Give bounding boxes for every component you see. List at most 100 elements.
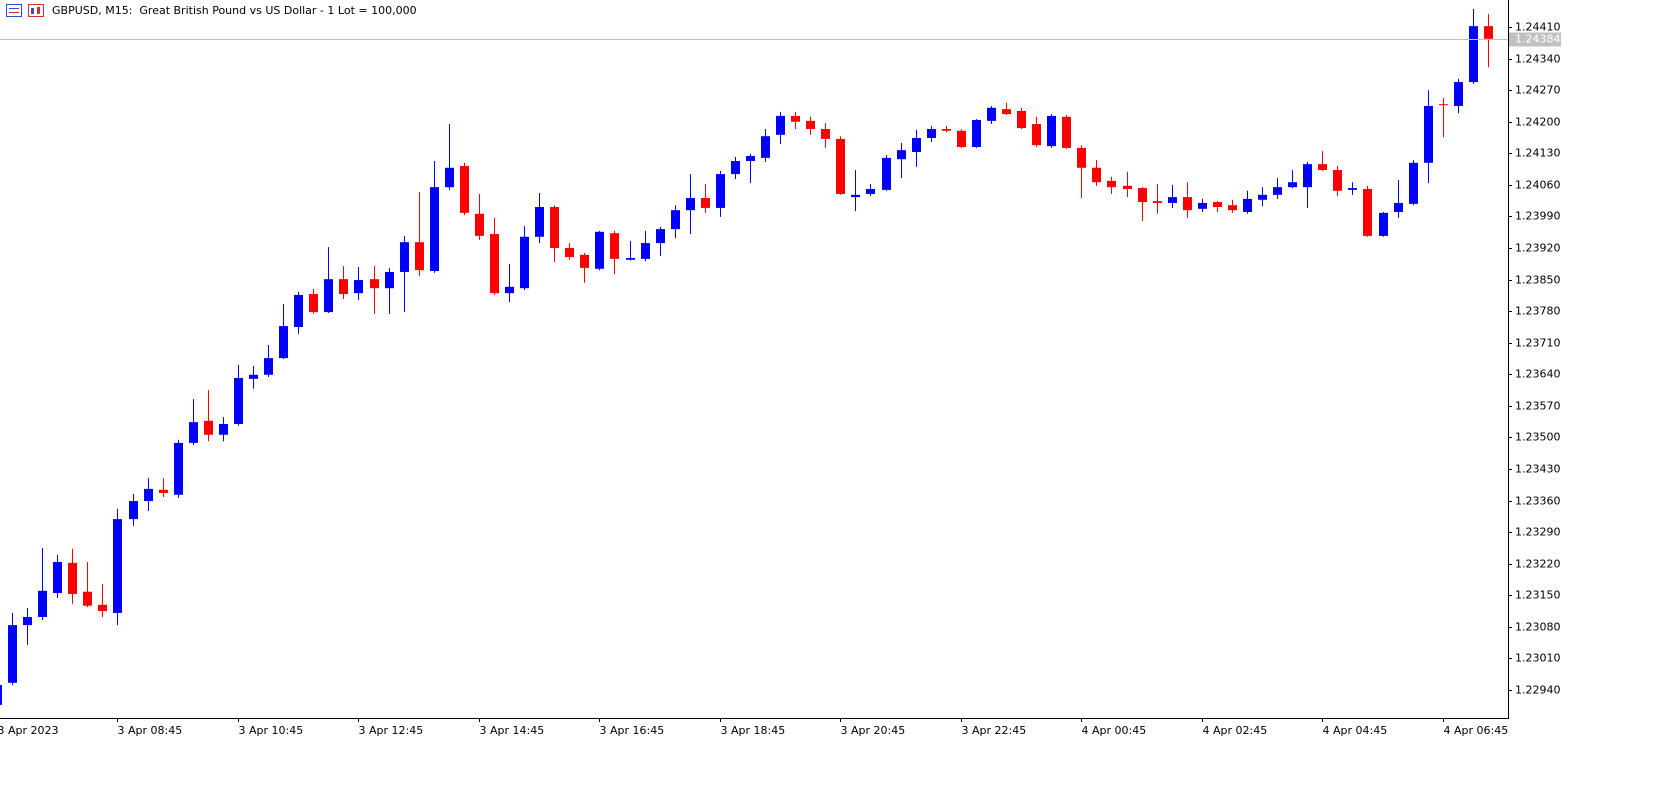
- candle-body: [1348, 188, 1357, 190]
- candle-body: [1183, 197, 1192, 211]
- icon-list[interactable]: [6, 4, 22, 17]
- candle-body: [1032, 124, 1041, 146]
- x-tick-label: 3 Apr 16:45: [600, 724, 665, 737]
- candle-body: [460, 165, 469, 213]
- candle-body: [731, 161, 740, 175]
- candle-body: [159, 489, 168, 493]
- candle-body: [1017, 110, 1026, 129]
- candle-body: [400, 242, 409, 272]
- candle-body: [189, 422, 198, 443]
- y-tick-label: 1.24130: [1515, 147, 1561, 160]
- candle-body: [520, 236, 529, 289]
- candle-body: [866, 188, 875, 194]
- y-tick-label: 1.24340: [1515, 53, 1561, 66]
- candle-body: [851, 194, 860, 198]
- candle-body: [1198, 202, 1207, 209]
- y-tick-label: 1.23010: [1515, 652, 1561, 665]
- candle-body: [1258, 194, 1267, 200]
- x-tick-label: 3 Apr 14:45: [480, 724, 545, 737]
- candle-body: [264, 358, 273, 375]
- candle-body: [1138, 188, 1147, 203]
- candle-body: [701, 197, 710, 208]
- candle-body: [761, 136, 770, 158]
- candle-body: [204, 420, 213, 435]
- candle-body: [234, 377, 243, 424]
- y-tick-label: 1.24060: [1515, 179, 1561, 192]
- y-tick-label: 1.23150: [1515, 589, 1561, 602]
- candle-body: [806, 120, 815, 129]
- candle-body: [595, 231, 604, 269]
- candle-body: [490, 234, 499, 294]
- candle-body: [1318, 164, 1327, 171]
- candle-body: [671, 210, 680, 230]
- y-tick-label: 1.23430: [1515, 463, 1561, 476]
- y-tick-label: 1.23920: [1515, 242, 1561, 255]
- candle-body: [1454, 82, 1463, 106]
- y-tick-label: 1.23710: [1515, 337, 1561, 350]
- candle-body: [294, 294, 303, 327]
- y-tick-label: 1.23290: [1515, 526, 1561, 539]
- x-tick-label: 3 Apr 20:45: [841, 724, 906, 737]
- last-price-box: [1509, 32, 1561, 47]
- candle-body: [1062, 116, 1071, 148]
- candle-body: [1273, 187, 1282, 195]
- candle-body: [535, 207, 544, 237]
- candle-body: [927, 128, 936, 139]
- y-tick-label: 1.23500: [1515, 431, 1561, 444]
- y-tick-label: 1.23850: [1515, 274, 1561, 287]
- candle-body: [144, 488, 153, 502]
- x-tick-label: 4 Apr 00:45: [1082, 724, 1147, 737]
- candle-body: [912, 138, 921, 152]
- candle-body: [580, 254, 589, 268]
- x-tick-label: 4 Apr 02:45: [1203, 724, 1268, 737]
- candle-body: [957, 130, 966, 148]
- x-tick-label: 4 Apr 04:45: [1323, 724, 1388, 737]
- candle-body: [354, 280, 363, 294]
- candle-body: [385, 271, 394, 289]
- candle-body: [249, 374, 258, 379]
- x-tick-label: 3 Apr 2023: [0, 724, 59, 737]
- x-tick-label: 3 Apr 10:45: [239, 724, 304, 737]
- last-price-label: 1.24384: [1515, 33, 1561, 46]
- candle-body: [475, 213, 484, 236]
- icon-bar: [37, 7, 40, 14]
- candle-body: [1047, 115, 1056, 147]
- candle-body: [415, 242, 424, 271]
- candle-body: [1153, 201, 1162, 203]
- candle-body: [1439, 104, 1448, 106]
- candle-body: [791, 115, 800, 122]
- y-tick-label: 1.24270: [1515, 84, 1561, 97]
- candle-body: [656, 229, 665, 244]
- x-tick-label: 3 Apr 12:45: [359, 724, 424, 737]
- y-tick-label: 1.23780: [1515, 305, 1561, 318]
- candle-body: [1363, 188, 1372, 236]
- candle-body: [0, 685, 2, 705]
- candle-body: [716, 174, 725, 208]
- icon-chart[interactable]: [28, 4, 44, 17]
- candle-body: [309, 294, 318, 313]
- candle-body: [38, 590, 47, 617]
- candle-body: [1394, 202, 1403, 212]
- candle-body: [23, 616, 32, 626]
- candle-body: [68, 562, 77, 594]
- candle-body: [641, 243, 650, 259]
- x-tick-label: 4 Apr 06:45: [1444, 724, 1509, 737]
- candle-body: [1424, 105, 1433, 163]
- y-tick-label: 1.23990: [1515, 210, 1561, 223]
- candle-body: [972, 119, 981, 148]
- y-tick-label: 1.23640: [1515, 368, 1561, 381]
- candle-body: [129, 501, 138, 520]
- candle-body: [445, 167, 454, 188]
- candle-body: [776, 115, 785, 135]
- candle-body: [1303, 164, 1312, 188]
- candle-body: [98, 604, 107, 612]
- candle-body: [686, 197, 695, 211]
- y-tick-label: 1.23080: [1515, 621, 1561, 634]
- candle-body: [370, 279, 379, 289]
- candle-body: [1092, 167, 1101, 183]
- candle-body: [746, 156, 755, 162]
- candle-body: [53, 561, 62, 594]
